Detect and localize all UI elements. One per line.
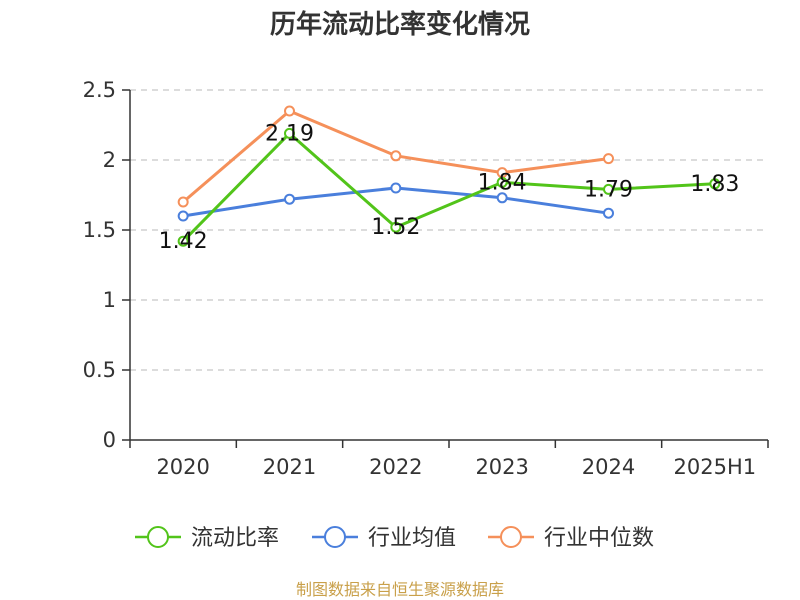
data-point	[177, 235, 189, 247]
source-note: 制图数据来自恒生聚源数据库	[296, 580, 504, 599]
legend: 流动比率 行业均值 行业中位数	[135, 526, 654, 551]
legend-marker	[500, 526, 522, 548]
y-tick-label: 2.5	[83, 78, 116, 102]
data-point	[709, 178, 721, 190]
series-lines	[177, 105, 721, 247]
data-label: 1.52	[371, 215, 420, 240]
data-point	[284, 193, 295, 205]
x-tick-label: 2022	[369, 455, 422, 479]
data-label: 2.19	[265, 121, 314, 146]
data-point	[284, 105, 295, 117]
x-tick-label: 2020	[156, 455, 209, 479]
legend-label: 流动比率	[191, 526, 279, 551]
data-label: 1.42	[159, 229, 208, 254]
data-point	[603, 207, 614, 219]
chart-title: 历年流动比率变化情况	[270, 9, 530, 40]
data-point	[496, 176, 508, 188]
data-point	[390, 221, 402, 233]
x-tick-label: 2025H1	[674, 455, 757, 479]
y-tick-label: 1	[103, 288, 116, 312]
data-point	[496, 192, 508, 204]
data-point	[603, 183, 614, 195]
y-tick-label: 1.5	[83, 218, 116, 242]
data-label: 1.79	[584, 177, 633, 202]
legend-label: 行业均值	[368, 526, 456, 551]
data-point	[390, 182, 402, 194]
data-point	[603, 153, 614, 165]
x-tick-label: 2021	[263, 455, 316, 479]
y-tick-label: 2	[103, 148, 116, 172]
data-point	[177, 196, 189, 208]
legend-marker	[147, 526, 169, 548]
legend-label: 行业中位数	[544, 526, 654, 551]
y-tick-label: 0	[103, 428, 116, 452]
x-tick-label: 2024	[582, 455, 635, 479]
grid-lines	[130, 89, 768, 371]
data-labels: 1.42 2.19 1.52 1.84 1.79 1.83	[159, 121, 740, 254]
data-point	[177, 210, 189, 222]
y-tick-label: 0.5	[83, 358, 116, 382]
data-point	[390, 150, 402, 162]
data-label: 1.83	[690, 172, 739, 197]
x-tick-label: 2023	[475, 455, 528, 479]
series-line	[181, 131, 717, 243]
data-label: 1.84	[478, 170, 527, 195]
data-point	[284, 127, 295, 139]
legend-marker	[324, 526, 346, 548]
